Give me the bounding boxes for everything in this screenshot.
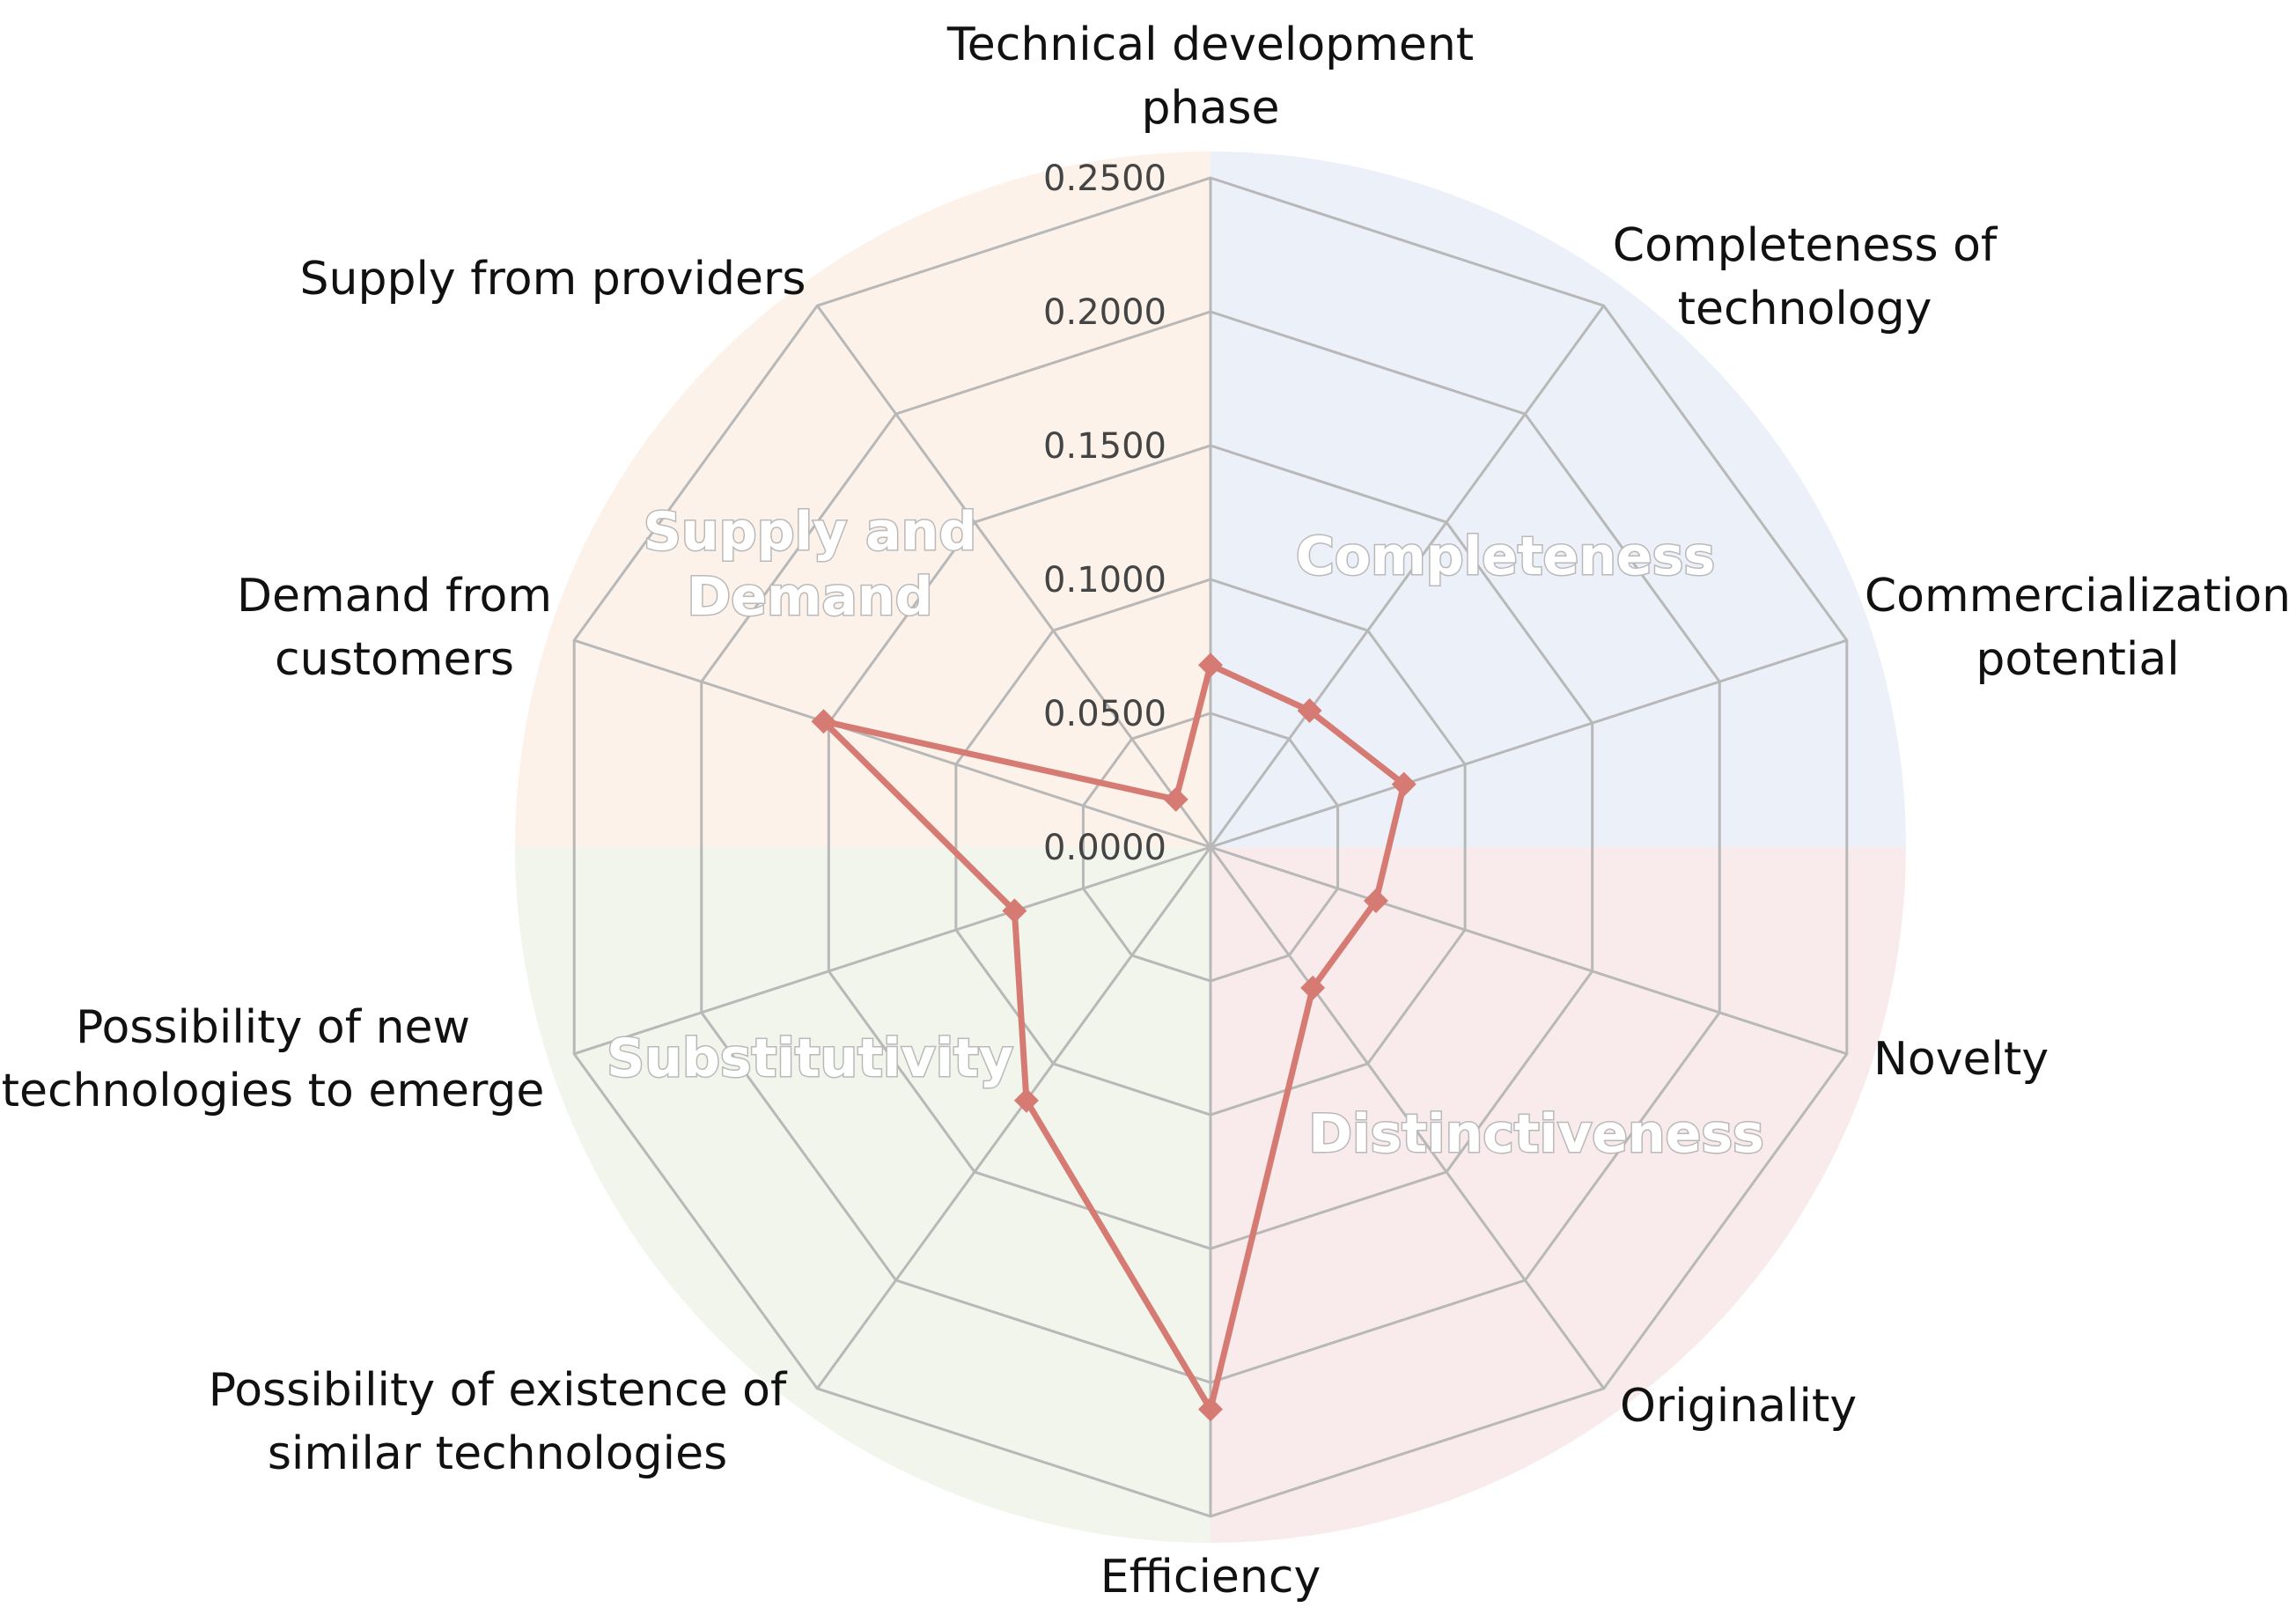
grid-spoke-4 [1209,846,1605,1390]
group-label-line: Supply and [644,501,977,563]
sector-distinctiveness [1211,847,1906,1543]
axis-label-line: Completeness of [1613,219,1998,272]
axis-label-line: Possibility of existence of [209,1364,788,1417]
axis-label-line: Possibility of new [76,1001,470,1054]
axis-label-4: Originality [1620,1380,1857,1433]
radar-grid [572,176,1849,1518]
group-label-line: Completeness [1296,526,1715,587]
data-point-6 [1013,1087,1039,1113]
sector-completeness [1211,151,1906,847]
axis-label-line: Efficiency [1100,1551,1321,1604]
axis-label-8: Demand from customers [237,570,552,686]
grid-spoke-7 [573,845,1211,1056]
data-series [811,652,1417,1422]
group-labels: Completeness Distinctiveness Substitutivit… [606,500,1766,1167]
grid-spoke-6 [816,846,1212,1390]
data-point-7 [1002,898,1027,924]
sector-substitutivity [515,847,1211,1543]
axis-label-line: potential [1976,633,2179,686]
axis-label-line: Originality [1620,1380,1857,1433]
group-label-supply-and-demand: Supply and Demand [644,501,977,628]
axis-label-6: Possibility of existence of similar techn… [209,1364,788,1480]
axis-label-line: similar technologies [268,1427,727,1480]
tick-label-5: 0.2500 [1043,159,1166,199]
data-point-1 [1297,698,1322,724]
axis-label-line: Technical development [946,18,1474,71]
data-point-8 [811,709,836,734]
grid-spoke-2 [1210,638,1848,849]
axis-label-line: technology [1678,283,1932,335]
radial-tick-labels: 0.0000 0.0500 0.1000 0.1500 0.2000 0.2500 [1043,159,1166,868]
axis-label-line: Supply from providers [299,253,806,306]
axis-labels: Technical development phase Completeness o… [2,18,2292,1604]
grid-spoke-9 [816,305,1212,848]
axis-label-2: Commercialization potential [1865,570,2291,686]
data-point-0 [1198,652,1223,678]
group-label-distinctiveness: Distinctiveness [1308,1103,1764,1165]
tick-label-3: 0.1500 [1043,426,1166,467]
axis-label-line: customers [275,633,514,686]
axis-label-line: Commercialization [1865,570,2291,623]
data-point-9 [1163,786,1188,812]
tick-label-2: 0.1000 [1043,560,1166,601]
group-label-substitutivity: Substitutivity [607,1028,1013,1089]
tick-label-1: 0.0500 [1043,694,1166,734]
axis-label-line: Novelty [1873,1033,2049,1086]
group-label-completeness: Completeness [1296,526,1715,587]
tick-label-4: 0.2000 [1043,292,1166,333]
axis-label-7: Possibility of new technologies to emerge [2,1001,545,1117]
grid-spoke-3 [1210,845,1848,1056]
axis-label-3: Novelty [1873,1033,2049,1086]
data-point-2 [1391,771,1417,797]
data-point-3 [1363,888,1388,914]
grid-spoke-8 [573,638,1211,849]
axis-label-5: Efficiency [1100,1551,1321,1604]
tick-label-0: 0.0000 [1043,828,1166,868]
group-sectors [515,151,1906,1543]
grid-spoke-1 [1209,305,1605,848]
axis-label-0: Technical development phase [946,18,1474,135]
sector-supply-and-demand [515,151,1211,847]
axis-label-line: Demand from [237,570,552,623]
axis-label-line: technologies to emerge [2,1065,545,1117]
group-label-line: Demand [687,566,932,628]
data-point-5 [1198,1397,1223,1422]
group-label-line: Distinctiveness [1308,1103,1764,1165]
axis-label-1: Completeness of technology [1613,219,1998,335]
group-label-line: Substitutivity [607,1028,1013,1089]
axis-label-line: phase [1142,82,1280,135]
axis-label-9: Supply from providers [299,253,806,306]
data-point-4 [1300,975,1326,1000]
